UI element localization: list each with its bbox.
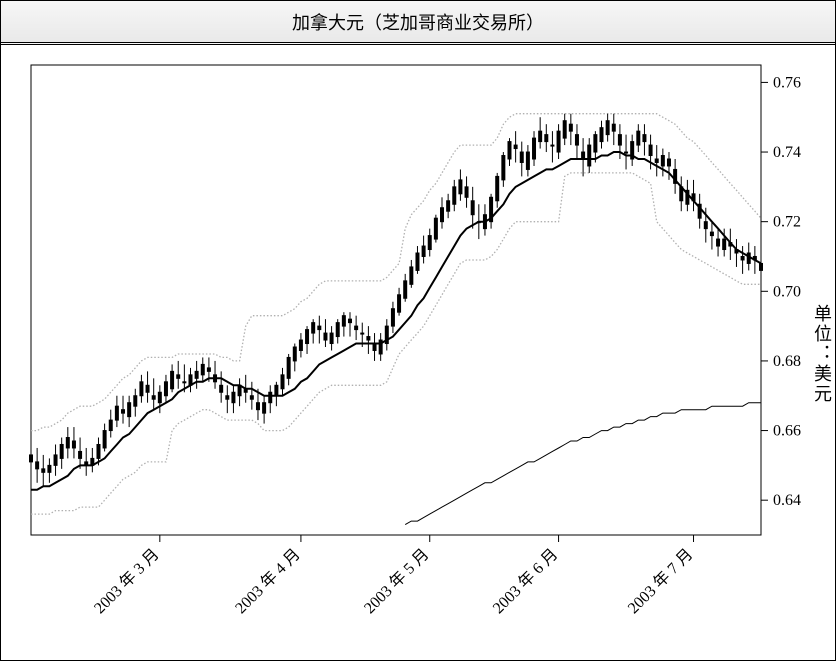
svg-text:2003 年 3 月: 2003 年 3 月 bbox=[91, 545, 163, 617]
svg-text:0.72: 0.72 bbox=[773, 214, 801, 231]
chart-svg: 0.64 0.66 0.68 0.70 0.72 0.74 0.76 2003 年 3 月 20… bbox=[1, 45, 836, 662]
svg-text:0.64: 0.64 bbox=[773, 492, 801, 509]
svg-text:0.70: 0.70 bbox=[773, 283, 801, 300]
y-axis-label: 单位：美元 bbox=[809, 304, 835, 404]
svg-text:0.68: 0.68 bbox=[773, 353, 801, 370]
svg-text:0.74: 0.74 bbox=[773, 144, 801, 161]
svg-text:2003 年 5 月: 2003 年 5 月 bbox=[360, 545, 432, 617]
svg-text:0.66: 0.66 bbox=[773, 423, 801, 440]
svg-text:2003 年 7 月: 2003 年 7 月 bbox=[624, 545, 696, 617]
svg-text:2003 年 6 月: 2003 年 6 月 bbox=[489, 545, 561, 617]
chart-title: 加拿大元（芝加哥商业交易所） bbox=[292, 9, 544, 35]
svg-text:2003 年 4 月: 2003 年 4 月 bbox=[232, 545, 304, 617]
chart-window: 加拿大元（芝加哥商业交易所） 0.640.660.680.700.720.740… bbox=[0, 0, 836, 661]
plot-area: 0.64 0.66 0.68 0.70 0.72 0.74 0.76 2003 年 3 月 20… bbox=[1, 45, 836, 662]
chart-title-bar: 加拿大元（芝加哥商业交易所） bbox=[1, 1, 835, 45]
svg-text:0.76: 0.76 bbox=[773, 74, 801, 91]
